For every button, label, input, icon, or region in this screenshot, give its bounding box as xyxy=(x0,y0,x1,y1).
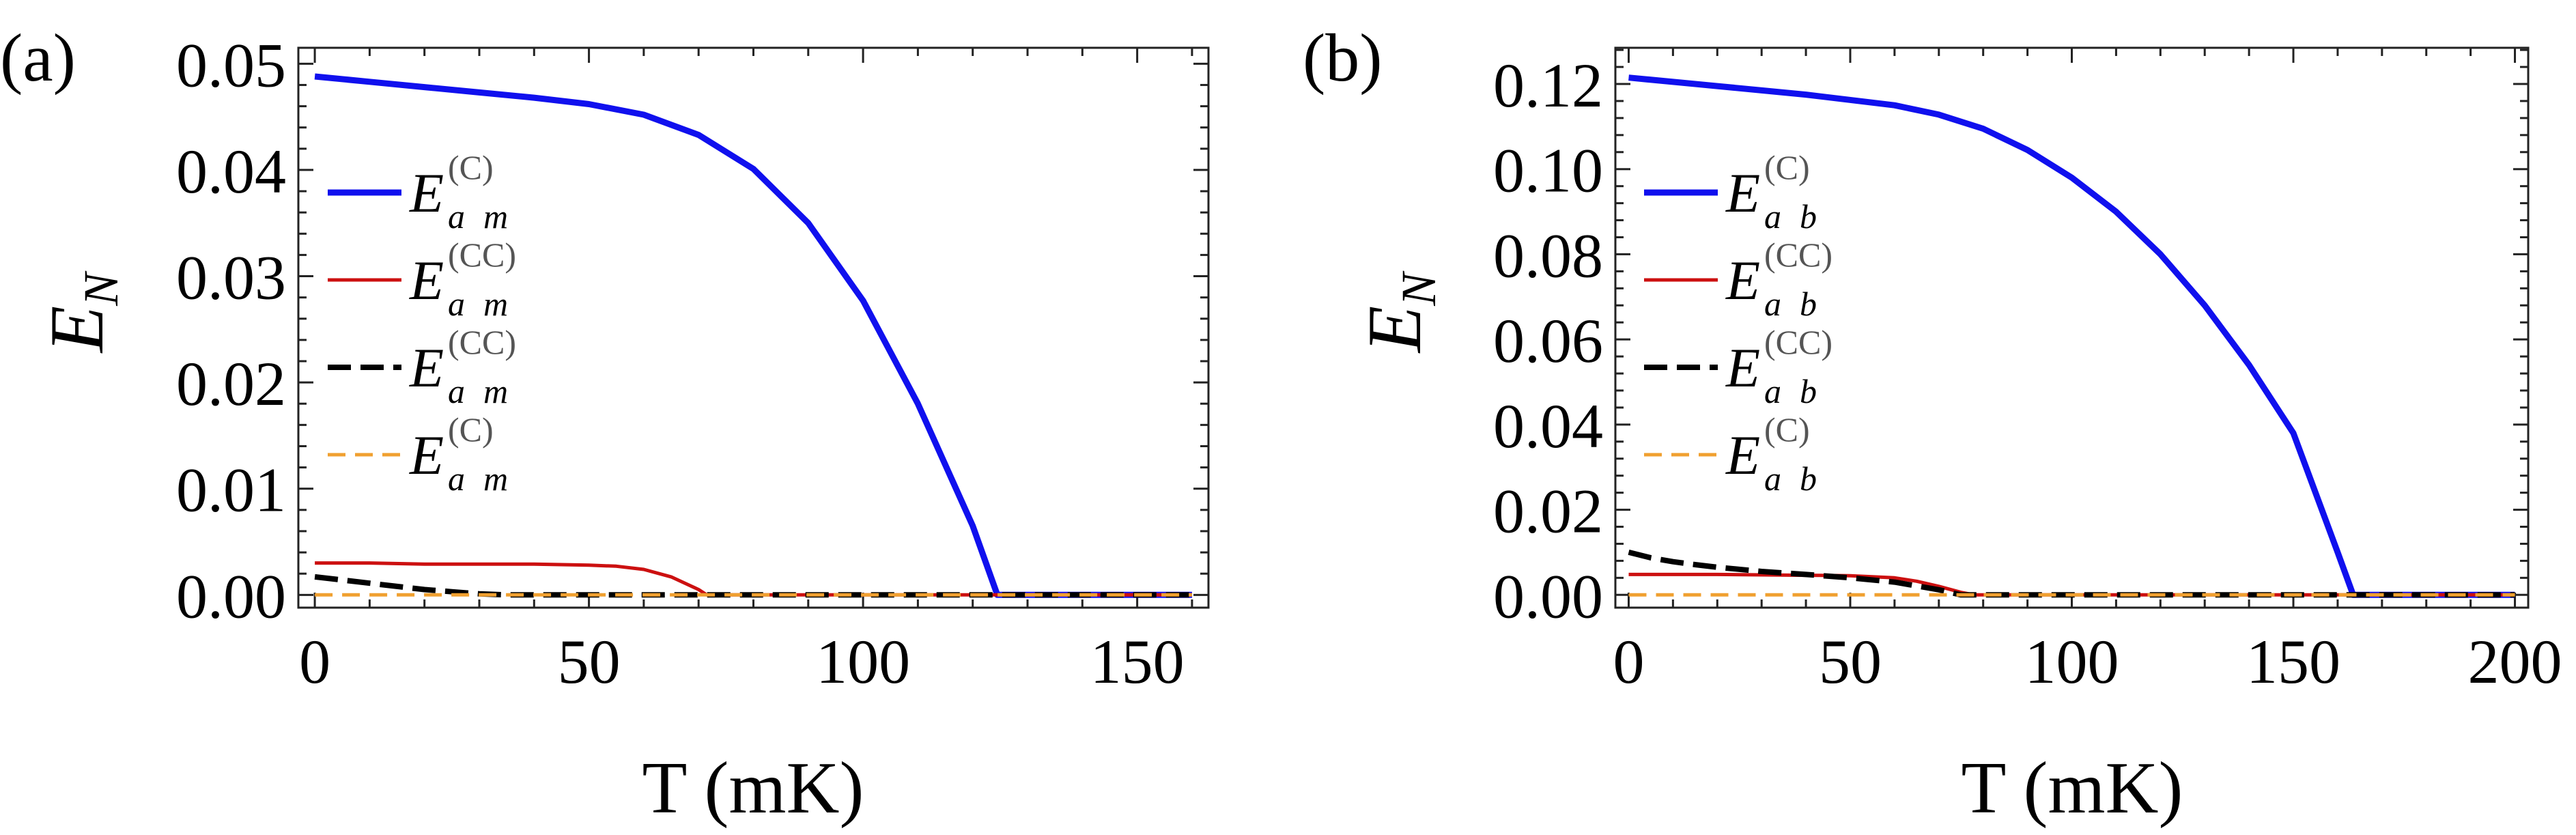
panel-b-legend-sub2-3: b xyxy=(1800,372,1817,410)
panel-b-xtick-label: 150 xyxy=(2246,627,2340,696)
panel-b: (b) EN T (mK) 0.000.020.040.060.080.100.… xyxy=(1303,20,2562,829)
panel-b-legend-sup-4: (C) xyxy=(1764,410,1810,449)
panel-b-legend-sup-1: (C) xyxy=(1764,148,1810,186)
panel-a-xtick-label: 100 xyxy=(816,627,910,696)
panel-b-xtick-label: 0 xyxy=(1613,627,1644,696)
panel-a-legend-label-4: E xyxy=(409,424,444,486)
panel-b-xtick-label: 50 xyxy=(1819,627,1882,696)
svg-text:EN: EN xyxy=(35,270,128,354)
panel-b-legend-label-4: E xyxy=(1725,424,1760,486)
panel-a-legend-sup-3: (CC) xyxy=(448,323,516,361)
panel-a-xlabel: T (mK) xyxy=(642,748,864,829)
panel-a-ylabel-sub: N xyxy=(74,270,128,307)
panel-b-legend-sup-3: (CC) xyxy=(1764,323,1832,361)
panel-a-ylabel: EN xyxy=(35,270,128,354)
panel-b-legend-sub-1: a xyxy=(1764,197,1781,236)
panel-b-xtick-label: 200 xyxy=(2468,627,2562,696)
panel-b-frame xyxy=(1614,46,2530,609)
panel-b-xlabel: T (mK) xyxy=(1962,748,2183,829)
panel-a-frame xyxy=(297,46,1210,609)
panel-b-legend-label-3: E xyxy=(1725,337,1760,399)
panel-a-xtick-label: 150 xyxy=(1090,627,1185,696)
panel-a-ytick-label: 0.03 xyxy=(176,243,286,313)
panel-a-ytick-label: 0.05 xyxy=(176,30,286,100)
panel-b-ytick-label: 0.00 xyxy=(1493,561,1603,631)
panel-a-xtick-label: 0 xyxy=(299,627,330,696)
panel-a-legend-sub-4: a xyxy=(448,459,465,498)
panel-a-ylabel-main: E xyxy=(35,306,119,354)
panel-a-xtick-label: 50 xyxy=(558,627,621,696)
panel-a-legend-label-2: E xyxy=(409,249,444,311)
panel-a-legend-sub2-3: m xyxy=(483,372,508,410)
panel-b-ytick-label: 0.12 xyxy=(1493,51,1603,120)
panel-a-series-1-line xyxy=(314,73,1192,598)
panel-b-legend-sub2-1: b xyxy=(1800,197,1817,236)
panel-b-series-3-line xyxy=(1628,550,2515,598)
panel-a: (a) EN T (mK) 0.000.010.020.030.040.050 5… xyxy=(0,20,1210,829)
panel-b-ylabel: EN xyxy=(1353,270,1446,354)
panel-a-legend-sub2-2: m xyxy=(483,285,508,323)
panel-b-xtick-label: 100 xyxy=(2025,627,2119,696)
panel-b-plot: 0.00 0.02 0.04 0.06 0.08 0.10 0.12 0 50 100 150 200… xyxy=(1493,46,2562,696)
panel-b-legend-label-2: E xyxy=(1725,249,1760,311)
panel-b-legend-sub2-2: b xyxy=(1800,285,1817,323)
panel-b-ytick-label: 0.04 xyxy=(1493,391,1603,461)
panel-b-legend-sup-2: (CC) xyxy=(1764,236,1832,274)
panel-b-ytick-label: 0.02 xyxy=(1493,477,1603,546)
panel-a-legend-sub-3: a xyxy=(448,372,465,410)
panel-b-series-2-line xyxy=(1628,572,2515,597)
panel-a-legend-sub-1: a xyxy=(448,197,465,236)
panel-a-legend-sub-2: a xyxy=(448,285,465,323)
panel-b-ylabel-main: E xyxy=(1353,306,1437,354)
panel-a-legend-sup-4: (C) xyxy=(448,410,494,449)
panel-a-ytick-label: 0.04 xyxy=(176,137,286,206)
panel-a-legend-sub2-1: m xyxy=(483,197,508,236)
panel-a-label: (a) xyxy=(0,20,76,96)
panel-b-ylabel-sub: N xyxy=(1391,270,1446,307)
panel-b-series-1-line xyxy=(1628,74,2515,598)
panel-a-legend-sup-1: (C) xyxy=(448,148,494,186)
panel-a-ytick-label: 0.00 xyxy=(176,561,286,631)
svg-text:EN: EN xyxy=(1353,270,1446,354)
panel-b-legend: E (C)a bE (CC)a bE (CC)a bE (C)a b xyxy=(1644,148,1832,498)
panel-a-legend-label-1: E xyxy=(409,162,444,224)
panel-b-ytick-label: 0.06 xyxy=(1493,306,1603,376)
panel-b-ytick-label: 0.10 xyxy=(1493,136,1603,206)
panel-b-label: (b) xyxy=(1303,20,1383,96)
panel-a-legend-sup-2: (CC) xyxy=(448,236,516,274)
panel-b-legend-label-1: E xyxy=(1725,162,1760,224)
panel-b-legend-sub-3: a xyxy=(1764,372,1781,410)
panel-b-legend-sub-2: a xyxy=(1764,285,1781,323)
panel-b-legend-sub2-4: b xyxy=(1800,459,1817,498)
panel-a-ytick-label: 0.01 xyxy=(176,455,286,525)
panel-b-ytick-label: 0.08 xyxy=(1493,221,1603,290)
panel-a-legend-sub2-4: m xyxy=(483,459,508,498)
panel-a-ytick-label: 0.02 xyxy=(176,349,286,419)
panel-a-legend-label-3: E xyxy=(409,337,444,399)
panel-a-legend: E (C)a mE (CC)a mE (CC)a mE (C)a m xyxy=(328,148,516,498)
panel-b-legend-sub-4: a xyxy=(1764,459,1781,498)
